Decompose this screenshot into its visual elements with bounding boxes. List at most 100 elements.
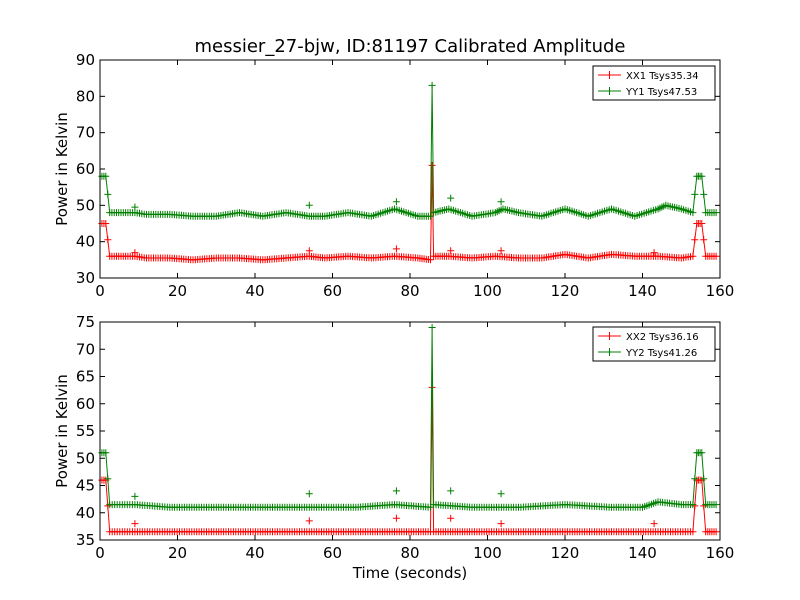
legend-box (592, 65, 716, 101)
data-point-marker (428, 81, 436, 89)
y-tick-label: 60 (76, 160, 95, 178)
data-point-marker (392, 245, 400, 253)
x-tick-label: 60 (323, 544, 342, 562)
data-point-marker (698, 220, 706, 227)
data-point-marker (447, 487, 455, 495)
legend-marker (605, 348, 614, 356)
y-axis-label: Power in Kelvin (53, 112, 71, 226)
data-point-marker (689, 528, 697, 536)
data-point-marker (392, 487, 400, 495)
x-tick-label: 80 (400, 544, 419, 562)
data-point-marker (427, 256, 434, 264)
x-tick-label: 120 (551, 544, 580, 562)
legend: XX2 Tsys36.16 YY2 Tsys41.26 (592, 326, 716, 362)
data-point-marker (428, 161, 436, 169)
legend-marker (605, 332, 614, 340)
x-tick-label: 140 (628, 544, 657, 562)
data-point-marker (104, 475, 112, 483)
data-point-marker (131, 203, 139, 211)
legend-box (592, 326, 716, 362)
x-tick-label: 20 (168, 544, 187, 562)
data-point-marker (691, 475, 699, 483)
x-tick-label: 160 (706, 544, 735, 562)
data-point-marker (102, 172, 110, 180)
y-tick-label: 45 (76, 477, 95, 495)
data-point-marker (447, 514, 455, 522)
legend-label: YY1 Tsys47.53 (625, 87, 697, 98)
y-axis-label: Power in Kelvin (53, 374, 71, 488)
data-point-marker (691, 502, 699, 510)
data-point-marker (691, 236, 699, 244)
y-tick-label: 70 (76, 124, 95, 142)
data-point-marker (427, 212, 434, 220)
data-point-marker (104, 236, 112, 244)
data-point-marker (447, 247, 455, 255)
x-tick-label: 120 (551, 282, 580, 300)
x-axis-label: Time (seconds) (352, 564, 468, 582)
data-point-marker (712, 252, 720, 260)
series-xx (98, 161, 720, 264)
data-point-marker (102, 449, 110, 457)
y-tick-label: 65 (76, 368, 95, 386)
data-point-marker (392, 198, 400, 206)
y-tick-label: 50 (76, 449, 95, 467)
data-point-marker (131, 492, 139, 500)
data-point-marker (497, 490, 505, 498)
data-point-marker (305, 517, 313, 525)
series-line (101, 85, 717, 217)
data-point-marker (712, 528, 720, 536)
legend: XX1 Tsys35.34 YY1 Tsys47.53 (592, 65, 716, 101)
data-point-marker (131, 249, 139, 257)
data-point-marker (131, 520, 139, 528)
data-point-marker (447, 194, 455, 202)
data-point-marker (689, 252, 697, 260)
data-point-marker (102, 220, 110, 227)
data-point-marker (691, 190, 699, 198)
data-point-marker (698, 172, 706, 180)
data-point-marker (305, 247, 313, 255)
legend-marker (605, 71, 614, 79)
data-point-marker (650, 520, 658, 528)
legend-label: XX1 Tsys35.34 (626, 71, 699, 82)
legend-label: XX2 Tsys36.16 (626, 332, 699, 343)
x-tick-label: 40 (245, 282, 264, 300)
top-plot: 0 20 40 60 80 100 120 140 160 30 40 50 60 70 80 90 Power… (53, 51, 734, 300)
y-tick-label: 35 (76, 531, 95, 549)
x-tick-label: 20 (168, 282, 187, 300)
y-tick-label: 80 (76, 87, 95, 105)
x-tick-label: 0 (95, 544, 105, 562)
data-point-marker (650, 249, 658, 257)
y-tick-label: 40 (76, 504, 95, 522)
y-tick-label: 50 (76, 196, 95, 214)
x-tick-label: 40 (245, 544, 264, 562)
data-point-marker (392, 514, 400, 522)
legend-marker (605, 87, 614, 95)
y-tick-label: 90 (76, 51, 95, 69)
data-point-marker (700, 475, 708, 483)
data-point-marker (497, 198, 505, 206)
bottom-plot: 0 20 40 60 80 100 120 140 160 35 40 45 50 55 60 65 70 75 P… (53, 313, 734, 562)
x-tick-label: 100 (473, 544, 502, 562)
data-point-marker (712, 501, 720, 509)
series-yy (98, 324, 720, 511)
series-xx (98, 383, 720, 536)
data-point-marker (305, 490, 313, 498)
data-point-marker (497, 247, 505, 255)
x-tick-label: 140 (628, 282, 657, 300)
data-point-marker (428, 324, 436, 331)
data-point-marker (104, 190, 112, 198)
chart-title: messier_27-bjw, ID:81197 Calibrated Ampl… (194, 36, 625, 57)
y-tick-label: 70 (76, 340, 95, 358)
data-point-marker (700, 236, 708, 244)
x-tick-label: 80 (400, 282, 419, 300)
data-point-marker (689, 501, 697, 509)
y-tick-label: 30 (76, 269, 95, 287)
y-tick-label: 75 (76, 313, 95, 331)
data-point-marker (497, 520, 505, 528)
x-tick-label: 160 (706, 282, 735, 300)
x-tick-label: 60 (323, 282, 342, 300)
data-point-marker (712, 209, 720, 217)
legend-label: YY2 Tsys41.26 (625, 348, 697, 359)
x-tick-label: 100 (473, 282, 502, 300)
